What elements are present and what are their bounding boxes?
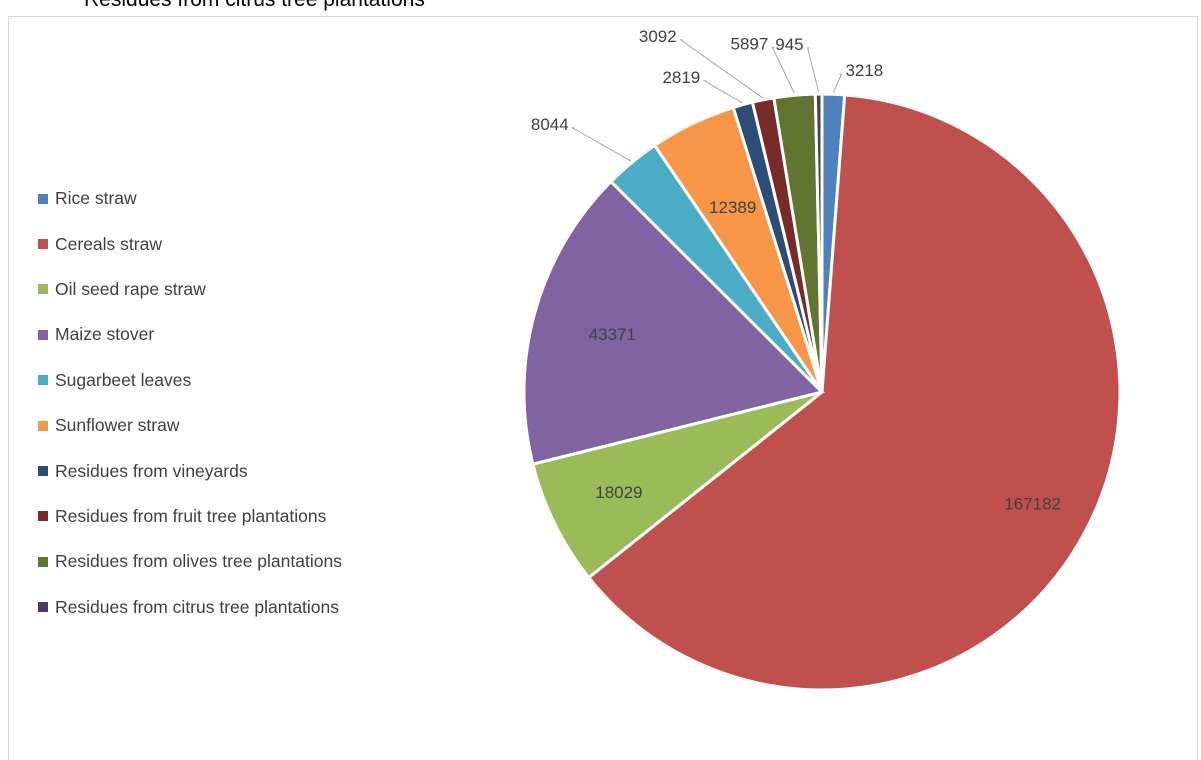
legend-swatch [38, 556, 48, 567]
legend-label: Residues from olives tree plantations [55, 551, 342, 572]
pie-slice [586, 93, 1122, 692]
legend-item: Cereals straw [38, 221, 342, 266]
data-label: 945 [775, 35, 803, 54]
legend-swatch [38, 239, 48, 250]
legend-item: Sunflower straw [38, 403, 342, 448]
legend-swatch [38, 193, 48, 204]
legend-swatch [38, 420, 48, 431]
chart-legend: Rice straw Cereals straw Oil seed rape str… [38, 176, 342, 630]
legend-label: Oil seed rape straw [55, 278, 206, 299]
legend-item: Sugarbeet leaves [38, 358, 342, 403]
legend-label: Residues from citrus tree plantations [55, 596, 340, 617]
pie-slice [813, 92, 824, 393]
data-label: 167182 [1004, 495, 1061, 514]
leader-line [771, 46, 795, 94]
legend-label: Sunflower straw [55, 415, 180, 436]
legend-item: Residues from fruit tree plantations [38, 494, 342, 539]
leader-line [702, 80, 743, 104]
legend-label: Residues from vineyards [55, 460, 248, 481]
legend-swatch [38, 284, 48, 295]
legend-item: Residues from citrus tree plantations [38, 585, 342, 630]
leader-line [679, 39, 764, 99]
legend-item: Maize stover [38, 312, 342, 357]
legend-item: Residues from olives tree plantations [38, 539, 342, 584]
data-label: 8044 [531, 115, 569, 134]
legend-swatch [38, 375, 48, 386]
data-label: 3218 [845, 61, 883, 80]
data-label: 3092 [639, 27, 677, 46]
legend-label: Rice straw [55, 188, 137, 209]
legend-swatch [38, 329, 48, 340]
legend-swatch [38, 602, 48, 613]
pie-slice [531, 390, 823, 580]
data-label: 43371 [589, 325, 636, 344]
data-label: 5897 [731, 34, 769, 53]
legend-item: Residues from vineyards [38, 448, 342, 493]
legend-swatch [38, 511, 48, 522]
data-label: 12389 [709, 198, 756, 217]
legend-label: Residues from fruit tree plantations [55, 505, 327, 526]
legend-item: Oil seed rape straw [38, 267, 342, 312]
chart-top-caption: Residues from citrus tree plantations [84, 0, 425, 12]
legend-label: Sugarbeet leaves [55, 369, 192, 390]
pie-slice [522, 179, 825, 466]
leader-line [806, 47, 820, 93]
legend-label: Maize stover [55, 324, 155, 345]
legend-label: Cereals straw [55, 233, 162, 254]
leader-line [570, 127, 631, 162]
leader-line [832, 73, 843, 93]
data-label: 18029 [595, 483, 642, 502]
data-label: 2819 [662, 68, 700, 87]
legend-item: Rice straw [38, 176, 342, 221]
legend-swatch [38, 466, 48, 477]
